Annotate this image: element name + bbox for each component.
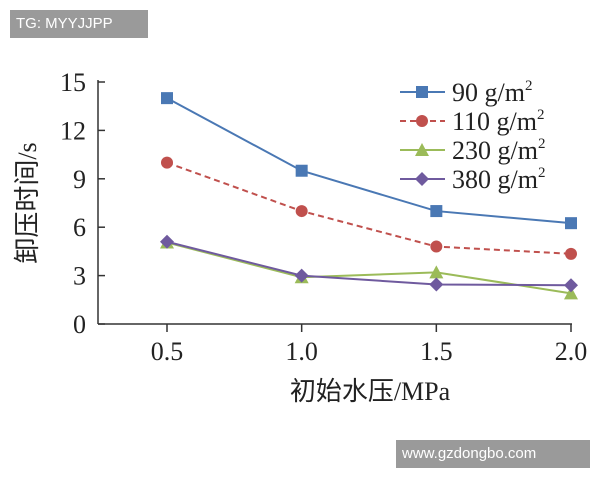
data-point <box>294 268 309 283</box>
data-point <box>295 205 308 218</box>
legend-marker <box>416 86 428 98</box>
legend-label: 90 g/m2 <box>452 78 532 107</box>
data-point <box>295 164 308 177</box>
y-tick-label: 0 <box>73 310 86 339</box>
data-point <box>161 92 173 105</box>
watermark-top-left: TG: MYYJJPP <box>10 10 148 38</box>
x-axis-label: 初始水压/MPa <box>290 377 451 406</box>
data-point <box>565 247 577 260</box>
y-axis-label: 卸压时间/s <box>13 142 42 263</box>
data-point <box>429 277 444 292</box>
watermark-bottom-right: www.gzdongbo.com <box>396 440 590 468</box>
data-point <box>161 156 173 169</box>
data-point <box>564 286 578 300</box>
series-line-2 <box>166 241 572 295</box>
legend-marker <box>415 172 429 186</box>
legend-label: 230 g/m2 <box>452 136 545 165</box>
y-tick-label: 12 <box>60 116 86 145</box>
data-point <box>429 265 444 279</box>
legend-marker <box>416 115 428 127</box>
legend-marker <box>415 143 429 156</box>
series-line-3 <box>166 240 572 287</box>
data-point <box>430 205 443 218</box>
y-tick-label: 9 <box>73 165 86 194</box>
series-line-0 <box>166 97 572 225</box>
x-tick-label: 0.5 <box>151 337 184 366</box>
x-tick-label: 2.0 <box>555 337 588 366</box>
y-tick-label: 3 <box>73 262 86 291</box>
series-line-1 <box>166 161 572 255</box>
data-point <box>564 278 578 293</box>
y-tick-label: 15 <box>60 68 86 97</box>
legend-label: 380 g/m2 <box>452 165 545 194</box>
data-point <box>430 240 443 253</box>
x-tick-label: 1.0 <box>285 337 318 366</box>
legend-label: 110 g/m2 <box>452 107 544 136</box>
data-point <box>160 234 174 249</box>
y-tick-label: 6 <box>73 213 86 242</box>
data-point <box>565 217 577 230</box>
x-tick-label: 1.5 <box>420 337 453 366</box>
